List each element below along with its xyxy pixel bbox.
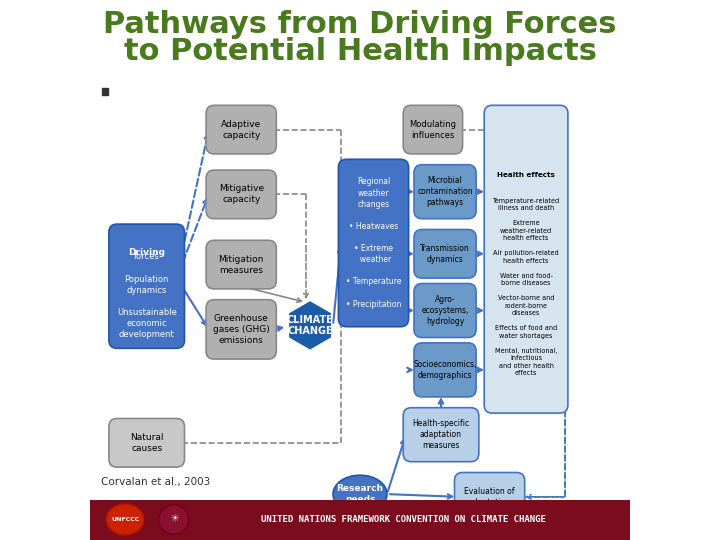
Text: Greenhouse
gases (GHG)
emissions: Greenhouse gases (GHG) emissions	[213, 314, 269, 345]
Text: Transmission
dynamics: Transmission dynamics	[420, 244, 470, 264]
FancyBboxPatch shape	[206, 300, 276, 359]
FancyBboxPatch shape	[403, 105, 462, 154]
Text: ☀: ☀	[168, 515, 179, 524]
Text: Research
needs: Research needs	[336, 484, 384, 504]
FancyBboxPatch shape	[403, 408, 479, 462]
Text: Microbial
contamination
pathways: Microbial contamination pathways	[417, 176, 473, 207]
Text: Mitigative
capacity: Mitigative capacity	[219, 184, 264, 205]
Bar	[90, 500, 630, 540]
FancyBboxPatch shape	[484, 105, 568, 413]
Text: Corvalan et al., 2003: Corvalan et al., 2003	[101, 477, 210, 487]
Ellipse shape	[333, 475, 387, 513]
Text: Evaluation of
adaptation: Evaluation of adaptation	[464, 487, 515, 507]
Text: Natural
causes: Natural causes	[130, 433, 163, 453]
Text: Driving: Driving	[128, 248, 165, 258]
Text: Health-specific
adaptation
measures: Health-specific adaptation measures	[413, 419, 469, 450]
Text: Mitigation
measures: Mitigation measures	[218, 254, 264, 275]
Text: Socioeconomics,
demographics: Socioeconomics, demographics	[413, 360, 477, 380]
Text: Pathways from Driving Forces: Pathways from Driving Forces	[103, 10, 617, 39]
Polygon shape	[290, 302, 330, 348]
Ellipse shape	[107, 504, 144, 535]
Text: UNITED NATIONS FRAMEWORK CONVENTION ON CLIMATE CHANGE: UNITED NATIONS FRAMEWORK CONVENTION ON C…	[261, 515, 546, 524]
Text: Agro-
ecosystems,
hydrology: Agro- ecosystems, hydrology	[421, 295, 469, 326]
Text: Health effects: Health effects	[497, 172, 555, 178]
FancyBboxPatch shape	[206, 105, 276, 154]
FancyBboxPatch shape	[414, 165, 476, 219]
Ellipse shape	[159, 504, 189, 535]
FancyBboxPatch shape	[454, 472, 525, 521]
Text: forces

Population
dynamics

Unsustainable
economic
development: forces Population dynamics Unsustainable…	[117, 252, 176, 339]
Text: to Potential Health Impacts: to Potential Health Impacts	[124, 37, 596, 66]
Bar	[102, 88, 108, 94]
Text: Regional
weather
changes

• Heatwaves

• Extreme
  weather

• Temperature

• Pre: Regional weather changes • Heatwaves • E…	[346, 178, 401, 308]
Text: Adaptive
capacity: Adaptive capacity	[221, 119, 261, 140]
FancyBboxPatch shape	[414, 343, 476, 397]
Text: CLIMATE
CHANGE: CLIMATE CHANGE	[287, 314, 333, 336]
Text: Modulating
influences: Modulating influences	[410, 119, 456, 140]
FancyBboxPatch shape	[206, 170, 276, 219]
Text: Temperature-related
illness and death

Extreme
weather-related
health effects

A: Temperature-related illness and death Ex…	[492, 191, 559, 376]
FancyBboxPatch shape	[338, 159, 409, 327]
Text: UNFCCC: UNFCCC	[111, 517, 139, 522]
FancyBboxPatch shape	[414, 230, 476, 278]
FancyBboxPatch shape	[109, 224, 184, 348]
FancyBboxPatch shape	[109, 418, 184, 467]
FancyBboxPatch shape	[414, 284, 476, 338]
FancyBboxPatch shape	[206, 240, 276, 289]
